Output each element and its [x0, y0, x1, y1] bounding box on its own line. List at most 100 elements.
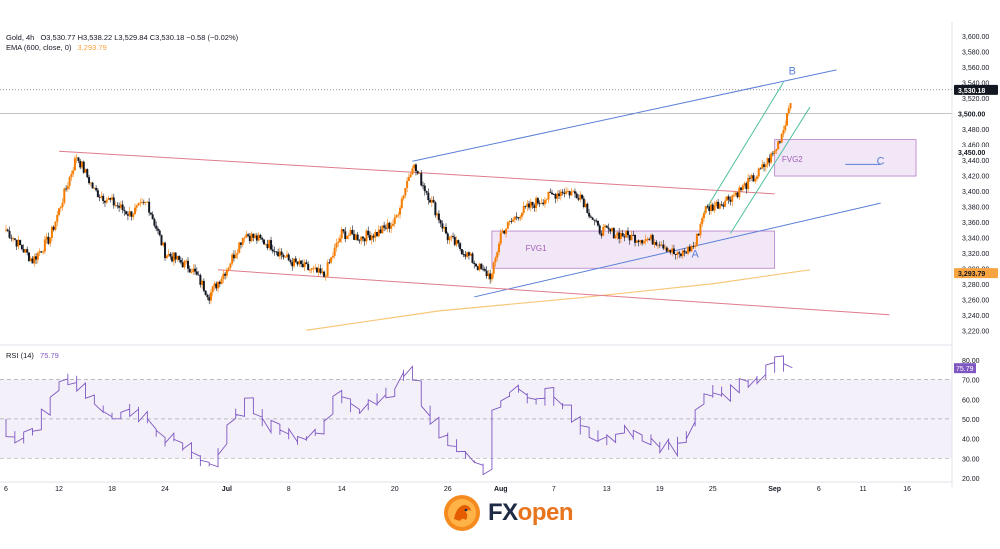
candle-body: [264, 244, 267, 246]
candle-body: [307, 264, 310, 270]
candle-body: [6, 229, 9, 231]
candle-body: [614, 235, 617, 239]
candle-body: [429, 200, 432, 203]
candle-body: [478, 263, 481, 271]
candle-body: [605, 225, 608, 228]
candle-body: [361, 236, 364, 239]
candle-body: [300, 260, 303, 264]
candle-body: [727, 196, 730, 200]
candle-body: [697, 234, 700, 236]
candle-body: [422, 185, 425, 187]
candle-body: [54, 221, 57, 230]
candle-body: [50, 226, 53, 238]
candle-body: [437, 213, 440, 221]
rsi-tick-label: 80.00: [962, 358, 980, 365]
level-3450-tag-bg: [954, 147, 998, 157]
candle-body: [89, 182, 92, 184]
candle-body: [729, 199, 732, 202]
candle-body: [123, 209, 126, 212]
candle-body: [699, 224, 702, 236]
candle-body: [238, 242, 241, 253]
candle-body: [464, 254, 467, 257]
candle-body: [141, 201, 144, 203]
rsi-line: [5, 355, 793, 476]
candle-body: [266, 244, 269, 249]
candle-body: [282, 254, 285, 258]
candle-body: [457, 240, 460, 244]
candle-body: [149, 212, 152, 215]
rsi-value: 75.79: [40, 351, 59, 360]
candle-body: [554, 194, 557, 199]
candle-body: [199, 275, 202, 285]
price-tick-label: 3,520.00: [962, 96, 989, 103]
candle-body: [206, 294, 209, 298]
candle-body: [255, 235, 258, 241]
candle-body: [397, 214, 400, 216]
trendline-teal-5: [730, 106, 811, 234]
candle-body: [179, 260, 182, 263]
candle-body: [273, 251, 276, 253]
ema-price-tag: 3,293.79: [958, 271, 985, 278]
candle-body: [68, 177, 71, 186]
candle-body: [508, 221, 511, 223]
candle-body: [324, 276, 327, 278]
time-tick-label: 12: [55, 486, 63, 493]
candle-body: [202, 280, 205, 291]
candle-body: [370, 235, 373, 240]
price-pane: A B C FVG1 FVG2: [0, 66, 952, 331]
candle-body: [144, 202, 147, 203]
candle-body: [82, 161, 85, 173]
candle-body: [436, 213, 439, 216]
candle-body: [736, 192, 739, 198]
annotation-fvg2: FVG2: [782, 155, 803, 164]
candle-body: [280, 251, 283, 255]
candle-body: [344, 231, 347, 240]
candle-body: [308, 269, 311, 271]
candle-body: [738, 187, 741, 198]
candle-body: [529, 201, 532, 208]
candle-body: [607, 227, 610, 230]
candle-body: [595, 220, 598, 222]
candle-body: [764, 164, 767, 167]
candle-body: [704, 206, 707, 214]
candle-body: [241, 237, 244, 245]
candle-body: [95, 187, 98, 191]
candle-body: [393, 217, 396, 224]
candle-body: [755, 176, 758, 179]
candle-body: [741, 185, 744, 190]
candle-body: [102, 195, 105, 202]
candle-body: [261, 237, 264, 240]
price-tick-label: 3,460.00: [962, 142, 989, 149]
candle-body: [604, 225, 607, 227]
candle-body: [545, 199, 548, 201]
candle-body: [540, 202, 543, 204]
candle-body: [181, 262, 184, 268]
candle-body: [342, 229, 345, 232]
candle-body: [543, 200, 546, 205]
candle-body: [107, 198, 110, 200]
candle-body: [49, 237, 52, 244]
candle-body: [360, 236, 363, 241]
candle-body: [213, 283, 216, 287]
candle-body: [563, 192, 566, 194]
candle-body: [211, 286, 214, 293]
candle-body: [301, 263, 304, 268]
candle-body: [676, 252, 679, 255]
candle-body: [561, 191, 564, 193]
ema-price-tag-bg: [954, 268, 998, 279]
candle-body: [376, 232, 379, 237]
candle-body: [761, 164, 764, 169]
candle-body: [600, 233, 603, 236]
candle-body: [725, 196, 728, 201]
candle-body: [287, 254, 290, 261]
candle-body: [593, 219, 596, 221]
candle-body: [475, 264, 478, 267]
candle-body: [487, 273, 490, 277]
candle-body: [338, 238, 341, 242]
candle-body: [133, 207, 136, 215]
candle-body: [646, 238, 649, 240]
brand-wordmark: FXopen: [488, 499, 574, 527]
candle-body: [713, 205, 716, 211]
candle-body: [520, 213, 523, 217]
candle-body: [759, 168, 762, 170]
